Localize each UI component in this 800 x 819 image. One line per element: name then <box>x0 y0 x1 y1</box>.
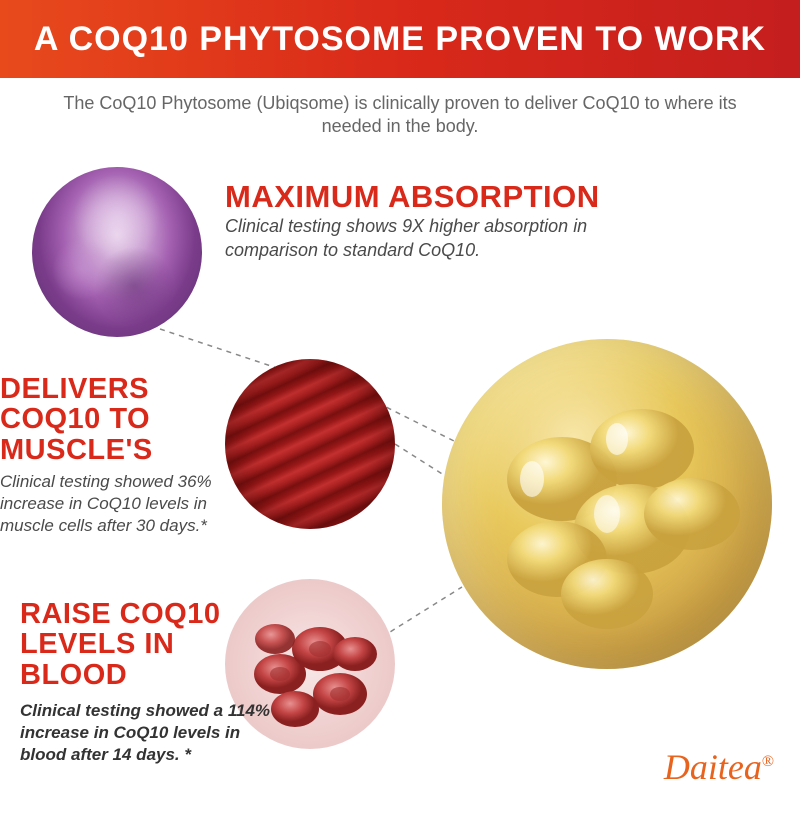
registered-mark: ® <box>762 753 774 770</box>
header-banner: A COQ10 PHYTOSOME PROVEN TO WORK <box>0 0 800 78</box>
section-muscle: DELIVERS COQ10 TO MUSCLE'S Clinical test… <box>0 374 225 538</box>
header-title: A COQ10 PHYTOSOME PROVEN TO WORK <box>34 20 766 59</box>
absorption-title: MAXIMUM ABSORPTION <box>225 181 645 214</box>
brand-name: Daitea <box>664 747 762 787</box>
subtitle-text: The CoQ10 Phytosome (Ubiqsome) is clinic… <box>0 78 800 139</box>
blood-body: Clinical testing showed a 114% increase … <box>20 700 280 766</box>
brand-logo: Daitea® <box>664 746 774 788</box>
muscle-body: Clinical testing showed 36% increase in … <box>0 471 225 537</box>
muscle-title: DELIVERS COQ10 TO MUSCLE'S <box>0 374 225 465</box>
blood-title: RAISE COQ10 LEVELS IN BLOOD <box>20 599 280 690</box>
section-absorption: MAXIMUM ABSORPTION Clinical testing show… <box>225 181 645 262</box>
muscle-image <box>225 359 395 529</box>
capsules-image <box>442 339 772 669</box>
tissue-image <box>32 167 202 337</box>
content-area: MAXIMUM ABSORPTION Clinical testing show… <box>0 139 800 819</box>
section-blood: RAISE COQ10 LEVELS IN BLOOD Clinical tes… <box>20 599 280 767</box>
absorption-body: Clinical testing shows 9X higher absorpt… <box>225 215 645 262</box>
